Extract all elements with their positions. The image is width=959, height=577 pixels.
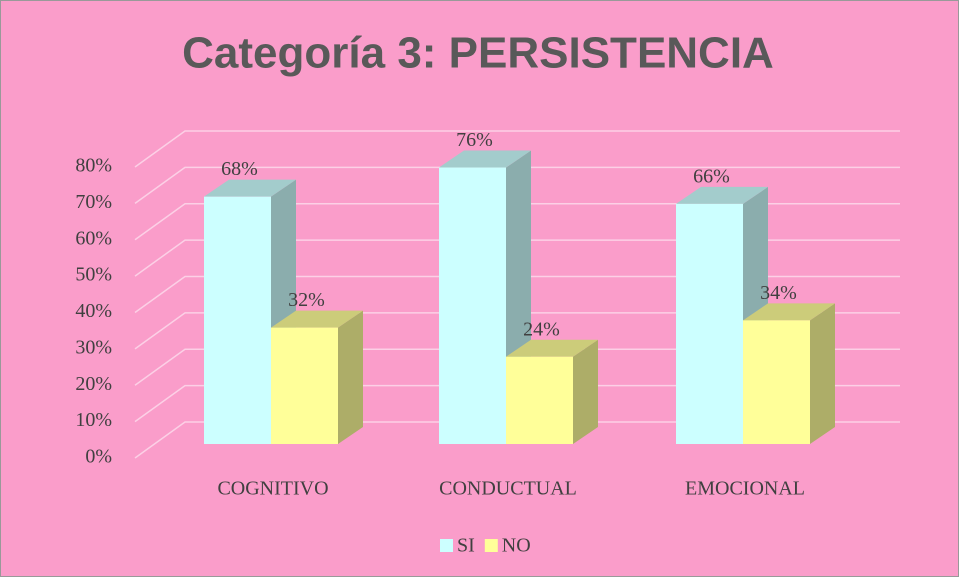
bar-top [676,186,768,204]
legend-swatch [440,539,453,552]
y-tick-label: 30% [75,336,112,358]
grid-line [134,166,900,204]
grid-line [134,203,900,241]
bar-side [338,310,363,444]
bar-side [810,303,835,444]
bar-top [204,179,296,197]
bar-front [204,196,271,444]
data-label: 24% [523,318,560,340]
bar-front [271,327,338,444]
grid-line [134,384,900,423]
data-label: 34% [760,282,797,304]
legend-label: SI [457,535,475,557]
grid-line [134,275,900,314]
legend-swatch [484,539,498,552]
bar [743,303,835,444]
grid-line [134,312,900,350]
bar-top [271,310,363,328]
x-tick-label: COGNITIVO [217,478,328,500]
data-label: 76% [456,129,493,151]
y-tick-label: 80% [75,155,112,177]
bar-top [439,150,531,168]
bar-front [676,203,743,444]
bar-top [743,303,835,321]
grid-line [134,130,900,168]
bar-front [439,167,506,445]
grid-line [134,348,900,386]
bar-side [573,339,598,444]
bar-front [743,320,810,444]
legend-label: NO [502,535,531,557]
y-tick-label: 0% [85,446,112,468]
y-tick-label: 60% [75,227,112,249]
grid-line [134,239,900,277]
bar-top [506,339,598,357]
y-tick-label: 40% [75,300,112,322]
bar-front [506,356,573,444]
chart-title: Categoría 3: PERSISTENCIA [182,29,774,78]
x-tick-label: EMOCIONAL [685,478,805,500]
y-tick-label: 10% [75,409,112,431]
grid-line [134,421,900,459]
data-label: 66% [693,166,730,188]
y-tick-label: 70% [75,191,112,213]
bar [506,339,598,444]
y-tick-label: 50% [75,264,112,286]
bar [271,310,363,444]
data-label: 32% [288,289,325,311]
x-tick-label: CONDUCTUAL [439,478,577,500]
y-tick-label: 20% [75,373,112,395]
data-label: 68% [221,158,258,180]
